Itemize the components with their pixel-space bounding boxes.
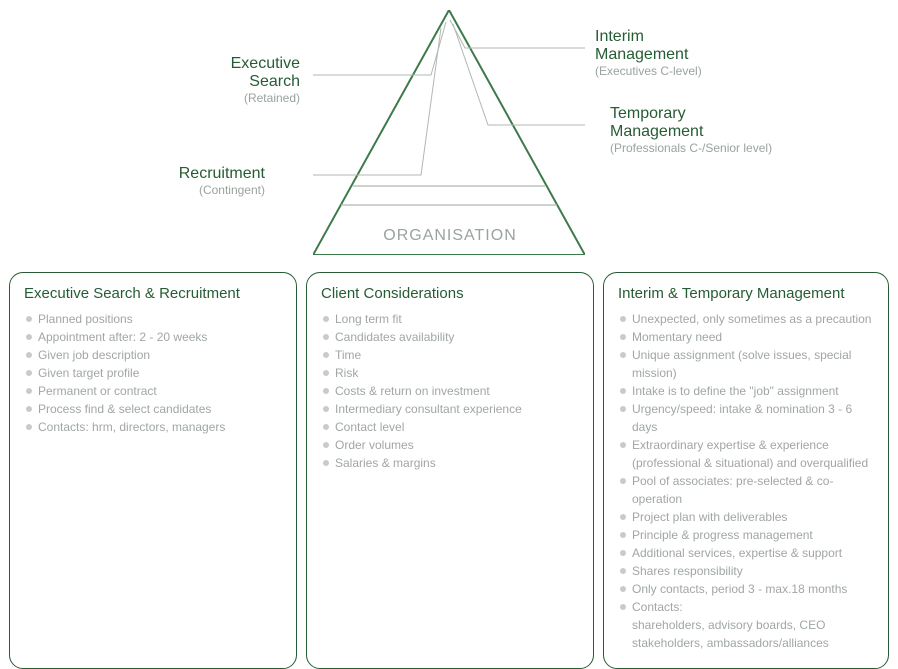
label-title: Search — [200, 73, 300, 91]
list-item: Contacts: — [618, 598, 874, 616]
list-item: Order volumes — [321, 436, 579, 454]
box-interim-temporary: Interim & Temporary Management Unexpecte… — [603, 272, 889, 669]
list-item: Urgency/speed: intake & nomination 3 - 6… — [618, 400, 874, 436]
box-list-3: Unexpected, only sometimes as a precauti… — [618, 310, 874, 652]
list-item: Salaries & margins — [321, 454, 579, 472]
list-item: Project plan with deliverables — [618, 508, 874, 526]
pyramid-svg — [313, 10, 585, 255]
list-item: Planned positions — [24, 310, 282, 328]
label-title: Recruitment — [165, 165, 265, 183]
list-item: Additional services, expertise & support — [618, 544, 874, 562]
label-title: Interim — [595, 28, 795, 46]
label-interim: Interim Management (Executives C-level) — [595, 28, 795, 78]
box-title: Interim & Temporary Management — [618, 285, 874, 302]
boxes-row: Executive Search & Recruitment Planned p… — [9, 272, 889, 669]
list-item: Risk — [321, 364, 579, 382]
label-sub: (Contingent) — [165, 183, 265, 197]
label-title: Management — [595, 46, 795, 64]
box-title: Executive Search & Recruitment — [24, 285, 282, 302]
list-item: Given target profile — [24, 364, 282, 382]
list-item: Time — [321, 346, 579, 364]
box-list-1: Planned positionsAppointment after: 2 - … — [24, 310, 282, 436]
label-title: Temporary — [610, 105, 840, 123]
list-item: Contact level — [321, 418, 579, 436]
list-item: Process find & select candidates — [24, 400, 282, 418]
box-title: Client Considerations — [321, 285, 579, 302]
list-item: Momentary need — [618, 328, 874, 346]
pyramid-base-label: ORGANISATION — [360, 227, 540, 245]
list-item: Shares responsibility — [618, 562, 874, 580]
list-item: Candidates availability — [321, 328, 579, 346]
list-item: Contacts: hrm, directors, managers — [24, 418, 282, 436]
list-item: Only contacts, period 3 - max.18 months — [618, 580, 874, 598]
list-item: Pool of associates: pre-selected & co-op… — [618, 472, 874, 508]
box-exec-recruitment: Executive Search & Recruitment Planned p… — [9, 272, 297, 669]
list-item: Given job description — [24, 346, 282, 364]
label-executive-search: Executive Search (Retained) — [200, 55, 300, 105]
label-temporary: Temporary Management (Professionals C-/S… — [610, 105, 840, 155]
label-recruitment: Recruitment (Contingent) — [165, 165, 265, 197]
label-sub: (Executives C-level) — [595, 64, 795, 78]
list-item: Permanent or contract — [24, 382, 282, 400]
pyramid-diagram: Executive Search (Retained) Recruitment … — [0, 0, 898, 266]
list-item: Long term fit — [321, 310, 579, 328]
list-item: Unexpected, only sometimes as a precauti… — [618, 310, 874, 328]
list-item: Principle & progress management — [618, 526, 874, 544]
list-item: Intake is to define the "job" assignment — [618, 382, 874, 400]
label-sub: (Retained) — [200, 91, 300, 105]
list-item-sub: shareholders, advisory boards, CEO — [618, 616, 874, 634]
list-item: Unique assignment (solve issues, special… — [618, 346, 874, 382]
list-item: Appointment after: 2 - 20 weeks — [24, 328, 282, 346]
list-item-sub: stakeholders, ambassadors/alliances — [618, 634, 874, 652]
label-title: Executive — [200, 55, 300, 73]
label-title: Management — [610, 123, 840, 141]
label-sub: (Professionals C-/Senior level) — [610, 141, 840, 155]
box-client-considerations: Client Considerations Long term fitCandi… — [306, 272, 594, 669]
list-item: Costs & return on investment — [321, 382, 579, 400]
box-list-2: Long term fitCandidates availabilityTime… — [321, 310, 579, 472]
list-item: Extraordinary expertise & experience (pr… — [618, 436, 874, 472]
list-item: Intermediary consultant experience — [321, 400, 579, 418]
